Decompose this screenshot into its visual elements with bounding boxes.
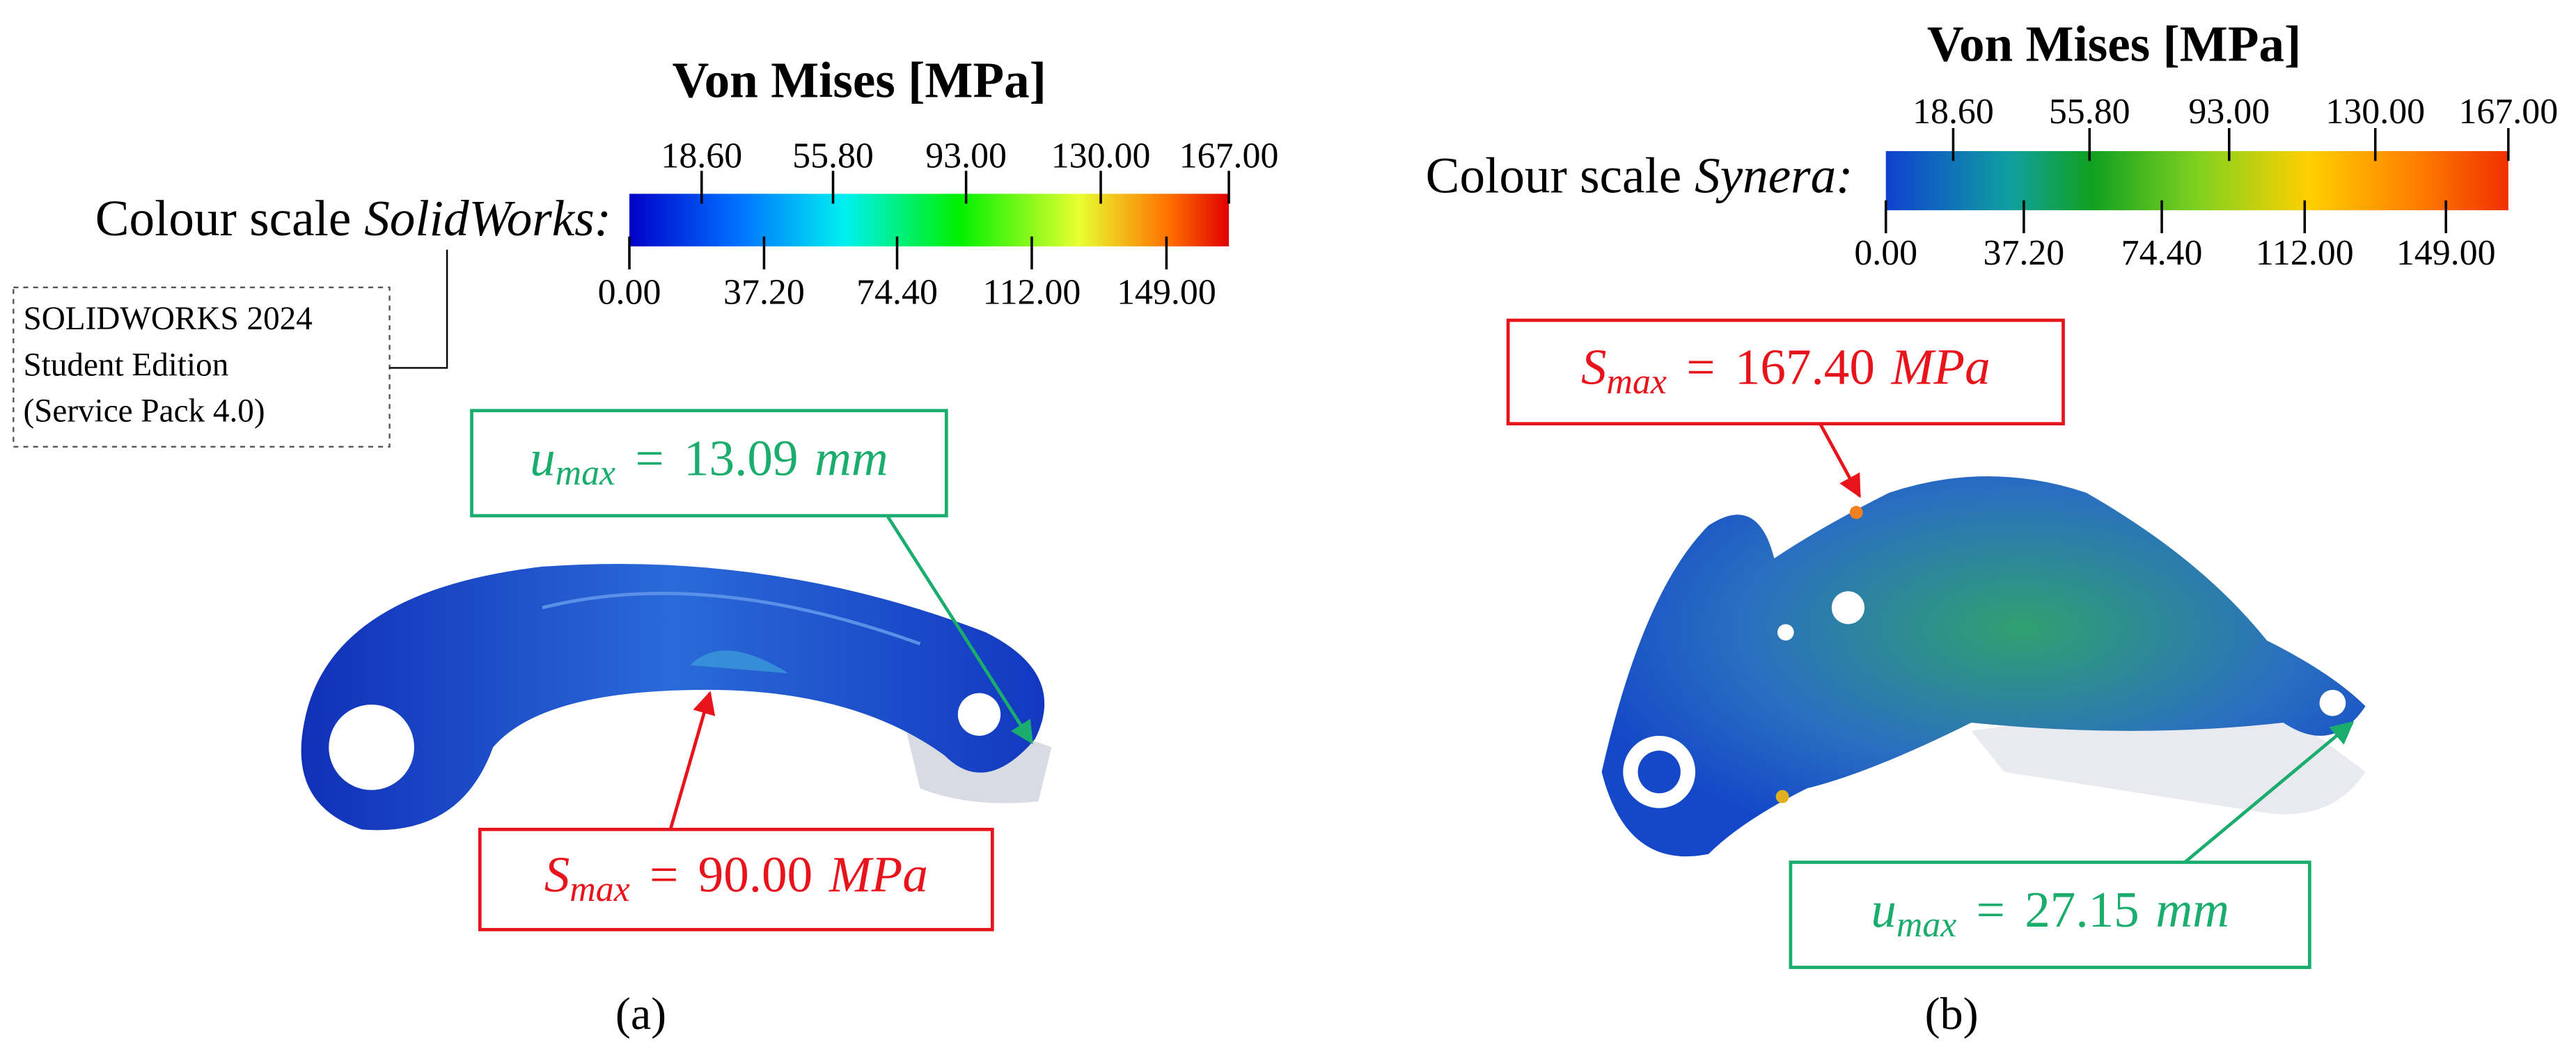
note-line: (Service Pack 4.0) bbox=[23, 393, 265, 429]
colour-scale-label: Colour scale SolidWorks: bbox=[95, 190, 611, 246]
note-connector bbox=[389, 249, 448, 369]
callout-text: Smax = 90.00 MPa bbox=[544, 846, 928, 909]
bottom-tick-label: 112.00 bbox=[2256, 233, 2354, 273]
callout-arrow bbox=[886, 514, 1033, 745]
callout-symbol: S bbox=[544, 846, 570, 902]
callout-arrow bbox=[668, 691, 716, 831]
callout-value: 167.40 bbox=[1735, 338, 1875, 395]
bottom-tick-label: 149.00 bbox=[2396, 233, 2496, 273]
callout-text: Smax = 167.40 MPa bbox=[1581, 338, 1990, 402]
top-tick-label: 167.00 bbox=[1179, 136, 1279, 176]
software-name: SolidWorks: bbox=[364, 190, 611, 246]
bottom-tick-label: 0.00 bbox=[1854, 233, 1917, 273]
colour-bar bbox=[629, 194, 1230, 246]
bottom-tick-label: 37.20 bbox=[723, 273, 805, 313]
note-box bbox=[13, 286, 391, 448]
scale-title: Von Mises [MPa] bbox=[672, 52, 1046, 108]
note-line: SOLIDWORKS 2024 bbox=[23, 301, 312, 337]
top-tick-label: 93.00 bbox=[2188, 92, 2270, 132]
software-name: Synera: bbox=[1695, 147, 1853, 203]
callout-unit: mm bbox=[2155, 881, 2229, 938]
callout-arrow bbox=[2183, 721, 2355, 864]
top-tick-label: 55.80 bbox=[792, 136, 874, 176]
callout-subscript: max bbox=[570, 870, 629, 909]
callout-value: 90.00 bbox=[698, 846, 813, 902]
callout-equals: = bbox=[1686, 338, 1715, 395]
top-tick-label: 18.60 bbox=[661, 136, 742, 176]
colour-bar bbox=[1885, 151, 2508, 210]
top-tick-label: 130.00 bbox=[1051, 136, 1151, 176]
part-a bbox=[301, 563, 1052, 831]
callout-subscript: max bbox=[556, 453, 615, 493]
bottom-tick-label: 74.40 bbox=[2121, 233, 2203, 273]
callout-subscript: max bbox=[1607, 362, 1667, 402]
callout-box bbox=[1789, 860, 2311, 969]
callout-text: umax = 27.15 mm bbox=[1871, 881, 2229, 945]
callout-value: 13.09 bbox=[684, 430, 799, 486]
callout-equals: = bbox=[635, 430, 663, 486]
callout-symbol: S bbox=[1581, 338, 1607, 395]
callout-box bbox=[478, 828, 994, 932]
note-line: Student Edition bbox=[23, 347, 228, 383]
scale-label: Colour scale bbox=[1426, 147, 1682, 203]
bottom-tick-label: 74.40 bbox=[856, 273, 938, 313]
callout-equals: = bbox=[1977, 881, 2005, 938]
caption: (b) bbox=[1925, 989, 1979, 1039]
bottom-tick-label: 0.00 bbox=[598, 273, 661, 313]
callout-unit: MPa bbox=[828, 846, 928, 902]
scale-label: Colour scale bbox=[95, 190, 352, 246]
callout-arrow bbox=[1819, 423, 1862, 498]
top-tick-label: 167.00 bbox=[2458, 92, 2558, 132]
scale-title: Von Mises [MPa] bbox=[1927, 16, 2302, 72]
callout-equals: = bbox=[650, 846, 678, 902]
caption: (a) bbox=[615, 989, 666, 1039]
callout-box bbox=[1506, 318, 2065, 426]
top-tick-label: 18.60 bbox=[1913, 92, 1994, 132]
callout-symbol: u bbox=[530, 430, 556, 486]
colour-scale-label: Colour scale Synera: bbox=[1426, 147, 1853, 203]
top-tick-label: 130.00 bbox=[2325, 92, 2425, 132]
bottom-tick-label: 112.00 bbox=[983, 273, 1081, 313]
top-tick-label: 93.00 bbox=[925, 136, 1007, 176]
top-tick-label: 55.80 bbox=[2049, 92, 2130, 132]
callout-symbol: u bbox=[1871, 881, 1896, 938]
bottom-tick-label: 37.20 bbox=[1984, 233, 2065, 273]
part-b bbox=[1601, 476, 2366, 857]
callout-box bbox=[470, 409, 948, 518]
callout-unit: mm bbox=[815, 430, 888, 486]
bottom-tick-label: 149.00 bbox=[1117, 273, 1216, 313]
callout-subscript: max bbox=[1896, 905, 1956, 945]
callout-text: umax = 13.09 mm bbox=[530, 430, 888, 493]
callout-unit: MPa bbox=[1891, 338, 1990, 395]
callout-value: 27.15 bbox=[2025, 881, 2139, 938]
